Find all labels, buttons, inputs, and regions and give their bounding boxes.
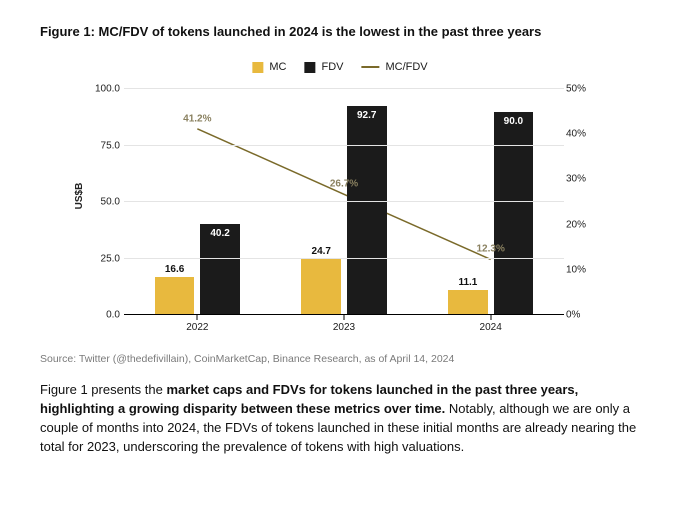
y-right-tick: 0% bbox=[566, 310, 592, 321]
bar-value-label: 40.2 bbox=[210, 228, 229, 239]
x-tick-mark bbox=[344, 315, 345, 320]
y-right-tick: 40% bbox=[566, 129, 592, 140]
y-right-tick: 10% bbox=[566, 264, 592, 275]
legend-label: MC bbox=[269, 61, 286, 73]
plot-area: 16.6 40.2 41.2% 24.7 92.7 26.7% 11.1 90.0 12.3% bbox=[124, 89, 564, 315]
legend-item: MC/FDV bbox=[361, 61, 427, 73]
legend-item: FDV bbox=[304, 61, 343, 73]
y-left-tick: 0.0 bbox=[94, 310, 120, 321]
x-tick: 2022 bbox=[186, 322, 208, 333]
line-point-label: 26.7% bbox=[330, 179, 358, 190]
line-swatch bbox=[361, 66, 379, 68]
chart: MC FDV MC/FDV US$B 16.6 40.2 41.2% 24.7 92.7 26… bbox=[60, 51, 620, 341]
y-right-tick: 20% bbox=[566, 219, 592, 230]
bar-value-label: 11.1 bbox=[458, 277, 477, 290]
x-tick-mark bbox=[197, 315, 198, 320]
y-right-tick: 30% bbox=[566, 174, 592, 185]
y-left-axis-label: US$B bbox=[74, 183, 85, 210]
legend-label: MC/FDV bbox=[385, 61, 427, 73]
bar-fdv: 90.0 bbox=[494, 112, 534, 315]
color-swatch bbox=[252, 62, 263, 73]
bar-mc: 24.7 bbox=[301, 259, 341, 315]
figure-title: Figure 1: MC/FDV of tokens launched in 2… bbox=[40, 24, 640, 39]
bar-fdv: 92.7 bbox=[347, 106, 387, 316]
bar-mc: 16.6 bbox=[155, 277, 195, 315]
legend: MC FDV MC/FDV bbox=[252, 61, 427, 73]
gridline bbox=[124, 145, 564, 146]
bar-mc: 11.1 bbox=[448, 290, 488, 315]
y-right-tick: 50% bbox=[566, 84, 592, 95]
caption-prefix: Figure 1 presents the bbox=[40, 382, 166, 397]
bar-value-label: 90.0 bbox=[504, 116, 523, 127]
x-tick: 2024 bbox=[480, 322, 502, 333]
gridline bbox=[124, 88, 564, 89]
legend-label: FDV bbox=[321, 61, 343, 73]
x-tick-mark bbox=[490, 315, 491, 320]
bar-fdv: 40.2 bbox=[200, 224, 240, 315]
y-left-tick: 50.0 bbox=[94, 197, 120, 208]
y-left-tick: 100.0 bbox=[94, 84, 120, 95]
bar-value-label: 92.7 bbox=[357, 110, 376, 121]
bar-value-label: 16.6 bbox=[165, 264, 184, 277]
figure-caption: Figure 1 presents the market caps and FD… bbox=[40, 381, 640, 456]
ratio-line bbox=[197, 129, 490, 260]
gridline bbox=[124, 201, 564, 202]
x-tick: 2023 bbox=[333, 322, 355, 333]
gridline bbox=[124, 258, 564, 259]
figure-source: Source: Twitter (@thedefivillain), CoinM… bbox=[40, 353, 640, 365]
legend-item: MC bbox=[252, 61, 286, 73]
line-point-label: 12.3% bbox=[476, 244, 504, 255]
line-point-label: 41.2% bbox=[183, 113, 211, 124]
y-left-tick: 75.0 bbox=[94, 140, 120, 151]
color-swatch bbox=[304, 62, 315, 73]
y-left-tick: 25.0 bbox=[94, 253, 120, 264]
